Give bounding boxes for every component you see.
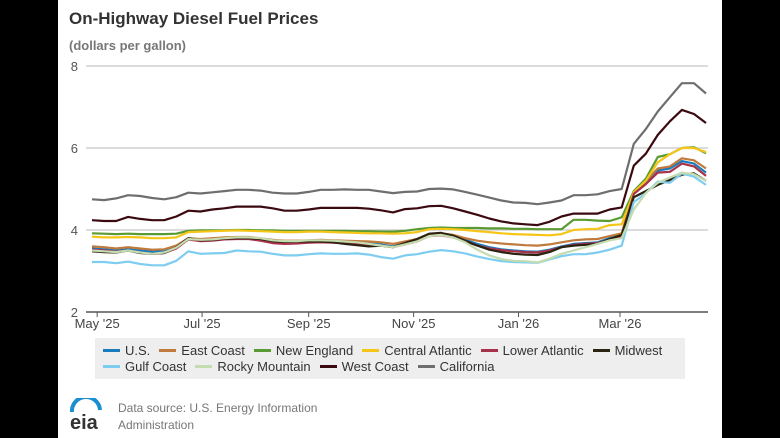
x-tick-label: Mar '26 — [599, 316, 642, 331]
legend-swatch — [103, 349, 120, 353]
legend-label: Lower Atlantic — [502, 343, 584, 358]
legend-swatch — [480, 349, 498, 353]
series-line-new-england — [91, 146, 707, 236]
legend-item[interactable]: Rocky Mountain — [195, 359, 311, 374]
chart-subtitle: (dollars per gallon) — [69, 38, 187, 53]
legend-swatch — [103, 365, 120, 369]
legend-item[interactable]: Gulf Coast — [103, 359, 186, 374]
series-line-east-coast — [91, 157, 707, 251]
legend-swatch — [362, 349, 380, 353]
series-line-california — [91, 82, 707, 206]
series-line-west-coast — [91, 108, 707, 227]
legend-swatch — [417, 365, 435, 369]
legend-item[interactable]: Midwest — [592, 343, 663, 358]
series-line-gulf-coast — [92, 172, 707, 267]
legend-item[interactable]: East Coast — [159, 343, 245, 358]
y-tick-label: 4 — [71, 223, 78, 238]
legend-item[interactable]: West Coast — [319, 359, 409, 374]
legend-label: Central Atlantic — [384, 343, 472, 358]
legend-row-2: Gulf Coast Rocky Mountain West Coast Califo… — [103, 359, 504, 374]
legend-label: New England — [275, 343, 354, 358]
legend-item[interactable]: California — [417, 359, 495, 374]
legend-swatch — [253, 349, 271, 353]
x-tick-label: Jul '25 — [183, 316, 220, 331]
legend-label: West Coast — [341, 359, 409, 374]
legend-swatch — [159, 349, 177, 353]
x-tick-label: Jan '26 — [498, 316, 540, 331]
series-line-rocky-mountain — [91, 171, 707, 264]
source-line-1: Data source: U.S. Energy Information — [118, 401, 318, 415]
y-tick-label: 2 — [71, 305, 78, 320]
legend-label: Midwest — [614, 343, 663, 358]
legend-item[interactable]: Lower Atlantic — [480, 343, 584, 358]
legend-label: U.S. — [125, 343, 151, 358]
legend: U.S. East Coast New England Central Atlanti… — [95, 338, 685, 379]
eia-logo: eia — [69, 398, 102, 434]
legend-swatch — [592, 349, 610, 353]
legend-label: California — [439, 359, 495, 374]
y-tick-label: 8 — [71, 59, 78, 74]
data-source: Data source: U.S. Energy Information Adm… — [118, 400, 317, 434]
chart-title: On-Highway Diesel Fuel Prices — [69, 9, 319, 28]
legend-label: Rocky Mountain — [217, 359, 311, 374]
source-line-2: Administration — [118, 418, 195, 432]
legend-label: East Coast — [181, 343, 245, 358]
legend-item[interactable]: New England — [253, 343, 354, 358]
x-tick-label: May '25 — [75, 316, 120, 331]
y-tick-label: 6 — [71, 141, 78, 156]
eia-logo-text: eia — [70, 412, 99, 434]
legend-item[interactable]: Central Atlantic — [362, 343, 472, 358]
legend-item[interactable]: U.S. — [103, 343, 150, 358]
x-tick-label: Nov '25 — [392, 316, 436, 331]
legend-label: Gulf Coast — [125, 359, 187, 374]
series-line-central-atlantic — [91, 146, 707, 240]
legend-swatch — [319, 365, 337, 369]
x-tick-label: Sep '25 — [287, 316, 331, 331]
legend-row-1: U.S. East Coast New England Central Atlanti… — [103, 343, 671, 358]
legend-swatch — [195, 365, 213, 369]
